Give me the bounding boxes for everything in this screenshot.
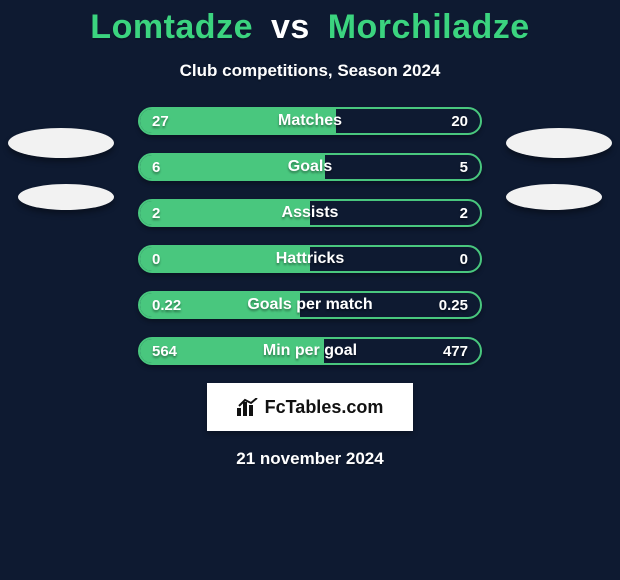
bar-label: Goals per match <box>140 293 480 317</box>
stat-row-assists: 22Assists <box>138 199 482 227</box>
chart-icon <box>237 398 259 416</box>
stat-row-goals: 65Goals <box>138 153 482 181</box>
bar-label: Hattricks <box>140 247 480 271</box>
stat-row-hattricks: 00Hattricks <box>138 245 482 273</box>
bar-label: Goals <box>140 155 480 179</box>
bar-label: Min per goal <box>140 339 480 363</box>
stat-row-goals-per-match: 0.220.25Goals per match <box>138 291 482 319</box>
fctables-logo-text: FcTables.com <box>265 397 384 418</box>
bar-label: Matches <box>140 109 480 133</box>
date-text: 21 november 2024 <box>0 449 620 469</box>
stat-row-min-per-goal: 564477Min per goal <box>138 337 482 365</box>
avatar-right-secondary <box>506 184 602 210</box>
avatar-right-primary <box>506 128 612 158</box>
avatar-left-secondary <box>18 184 114 210</box>
title-player-left: Lomtadze <box>90 8 253 46</box>
fctables-logo-badge: FcTables.com <box>207 383 413 431</box>
avatar-left-primary <box>8 128 114 158</box>
page-title: Lomtadze vs Morchiladze <box>0 8 620 47</box>
subtitle: Club competitions, Season 2024 <box>0 61 620 81</box>
bar-label: Assists <box>140 201 480 225</box>
title-player-right: Morchiladze <box>328 8 530 46</box>
stat-row-matches: 2720Matches <box>138 107 482 135</box>
title-vs: vs <box>271 8 310 46</box>
stats-bars: 2720Matches 65Goals 22Assists 00Hattricks 0.… <box>138 107 482 365</box>
